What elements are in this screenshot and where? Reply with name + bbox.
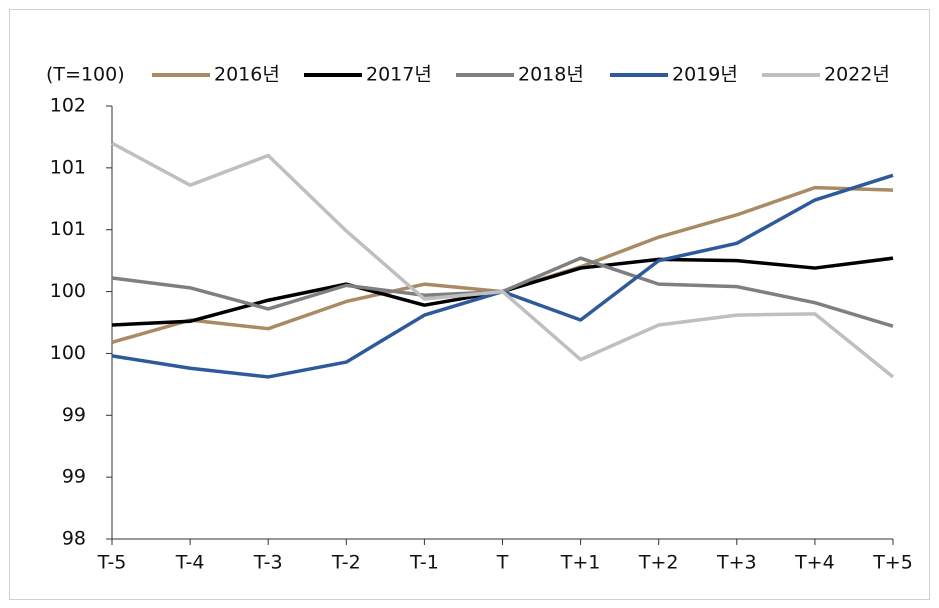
x-tick-label: T-5 — [97, 552, 127, 574]
legend-label: 2017년 — [366, 64, 432, 86]
series-line — [111, 141, 895, 379]
x-tick-label: T+1 — [560, 552, 601, 574]
frame — [9, 9, 930, 600]
x-tick-label: T+3 — [716, 552, 757, 574]
y-tick-label: 100 — [50, 342, 86, 364]
legend-label: 2022년 — [824, 64, 890, 86]
legend-label: 2018년 — [518, 64, 584, 86]
y-tick-label: 101 — [50, 156, 86, 178]
y-tick-label: 99 — [62, 404, 86, 426]
x-tick-label: T+4 — [794, 552, 835, 574]
series-line — [111, 173, 894, 379]
y-tick-label: 102 — [50, 95, 86, 117]
legend-label: 2019년 — [672, 64, 738, 86]
x-tick-label: T-4 — [175, 552, 205, 574]
y-tick-label: 101 — [50, 218, 86, 240]
y-tick-label: 99 — [62, 466, 86, 488]
x-tick-label: T-1 — [409, 552, 439, 574]
unit-label: (T=100) — [46, 64, 125, 86]
legend-label: 2016년 — [214, 64, 280, 86]
x-tick-label: T+5 — [872, 552, 913, 574]
x-tick-label: T+2 — [638, 552, 679, 574]
y-tick-label: 100 — [50, 280, 86, 302]
y-tick-label: 98 — [62, 528, 86, 550]
x-tick-label: T — [496, 552, 509, 574]
x-tick-label: T-2 — [331, 552, 361, 574]
x-tick-label: T-3 — [253, 552, 283, 574]
